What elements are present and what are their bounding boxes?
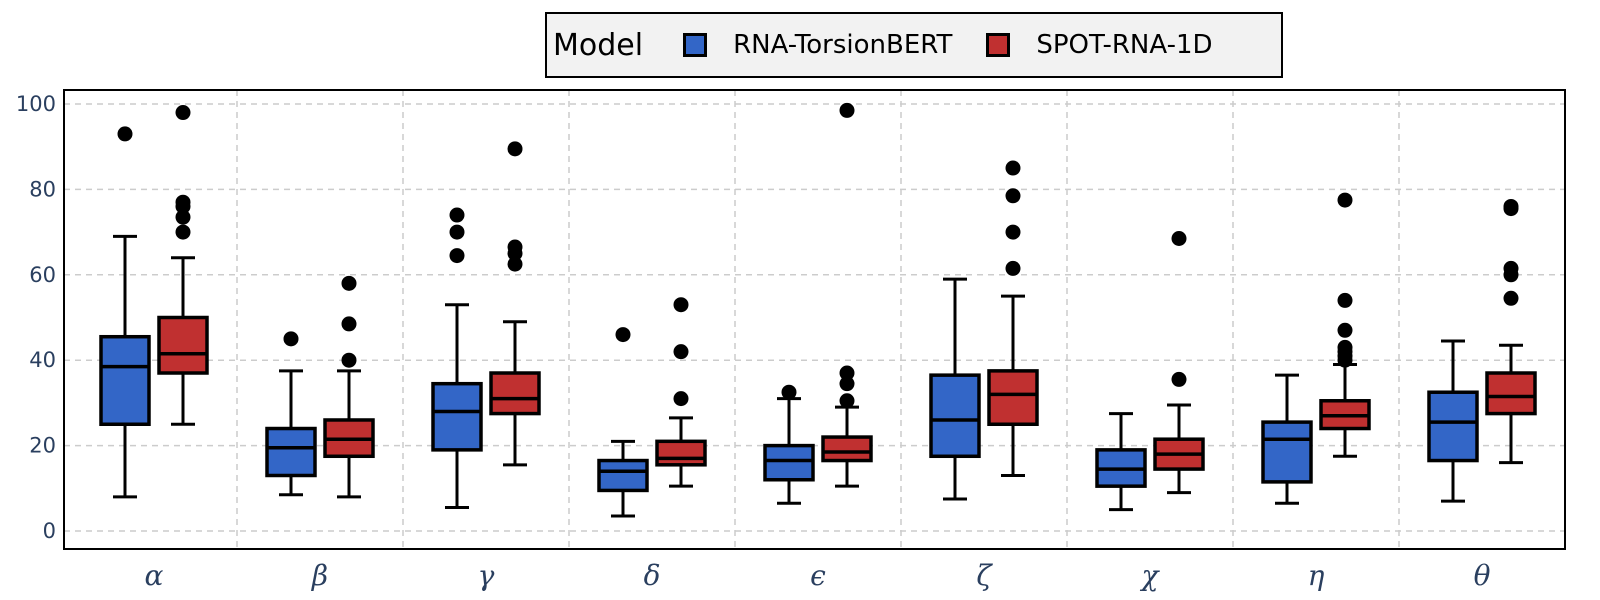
x-tick-label: α [145,559,164,592]
outlier-point [175,194,191,210]
boxes [99,102,1537,518]
box-rna-torsionbert-4 [763,384,815,505]
outlier-point [673,344,689,360]
iqr-box [987,369,1039,426]
x-tick-label: η [1308,559,1325,592]
x-tick-label: δ [644,559,661,592]
iqr-box [157,315,209,375]
outlier-point [1005,260,1021,276]
iqr-box [489,371,541,416]
box-spot-rna-1d-6 [1153,231,1205,495]
plot-area-frame [63,89,1566,550]
x-tick-label: γ [478,559,495,592]
x-tick-label: ζ [976,559,993,592]
box-spot-rna-1d-7 [1319,192,1371,458]
outlier-point [1005,188,1021,204]
legend-title: Model [553,27,644,63]
outlier-point [839,376,855,392]
legend-swatch-spot-rna-1d [986,33,1011,57]
legend-label-rna-torsionbert: RNA-TorsionBERT [733,30,953,60]
box-rna-torsionbert-0 [99,126,151,499]
outlier-point [449,207,465,223]
x-tick-label: β [311,559,328,592]
y-tick-label: 40 [29,348,56,372]
outlier-point [673,297,689,313]
outlier-point [341,316,357,332]
outlier-point [615,327,631,343]
y-tick-label: 80 [29,177,56,201]
legend-label-spot-rna-1d: SPOT-RNA-1D [1036,30,1213,60]
box-spot-rna-1d-2 [489,141,541,467]
box-rna-torsionbert-6 [1095,412,1147,512]
outlier-point [449,224,465,240]
outlier-point [507,239,523,255]
outlier-point [175,209,191,225]
legend-swatch-rna-torsionbert [683,33,708,57]
iqr-box [821,435,873,463]
box-spot-rna-1d-0 [157,105,209,426]
y-tick-label: 100 [16,92,56,116]
y-axis-ticks: 0 20 40 60 80 100 [16,92,56,543]
legend-entry-spot-rna-1d[interactable]: SPOT-RNA-1D [986,30,1213,60]
outlier-point [1337,339,1353,355]
box-spot-rna-1d-1 [323,275,375,499]
box-rna-torsionbert-5 [929,277,981,501]
box-spot-rna-1d-4 [821,102,873,488]
box-rna-torsionbert-7 [1261,373,1313,505]
y-tick-label: 60 [29,263,56,287]
x-tick-label: θ [1474,559,1491,592]
y-tick-label: 20 [29,434,56,458]
outlier-point [1337,322,1353,338]
outlier-point [1005,160,1021,176]
x-tick-label: χ [1140,559,1161,592]
outlier-point [283,331,299,347]
outlier-point [175,105,191,121]
legend: Model RNA-TorsionBERT SPOT-RNA-1D [545,12,1283,78]
outlier-point [781,384,797,400]
iqr-box [1427,390,1479,463]
outlier-point [175,224,191,240]
outlier-point [1171,371,1187,387]
outlier-point [1503,260,1519,276]
iqr-box [929,373,981,459]
outlier-point [507,141,523,157]
box-spot-rna-1d-5 [987,160,1039,477]
iqr-box [763,443,815,482]
box-rna-torsionbert-3 [597,327,649,518]
outlier-point [673,391,689,407]
iqr-box [1485,371,1537,416]
box-spot-rna-1d-8 [1485,198,1537,465]
legend-entry-rna-torsionbert[interactable]: RNA-TorsionBERT [683,30,952,60]
outlier-point [1337,192,1353,208]
outlier-point [1171,231,1187,247]
y-tick-label: 0 [43,519,56,543]
outlier-point [341,352,357,368]
outlier-point [117,126,133,142]
outlier-point [1503,198,1519,214]
iqr-box [1261,420,1313,484]
iqr-box [431,381,483,452]
outlier-point [839,393,855,409]
iqr-box [99,334,151,426]
iqr-box [655,439,707,467]
outlier-point [839,102,855,118]
outlier-point [449,248,465,264]
box-rna-torsionbert-8 [1427,339,1479,503]
x-tick-label: ϵ [810,559,826,592]
outlier-point [839,365,855,381]
iqr-box [265,426,317,478]
outlier-point [507,256,523,272]
outlier-point [1337,292,1353,308]
outlier-point [1503,290,1519,306]
iqr-box [597,458,649,493]
outlier-point [341,275,357,291]
box-rna-torsionbert-1 [265,331,317,497]
box-spot-rna-1d-3 [655,297,707,488]
box-rna-torsionbert-2 [431,207,483,510]
outlier-point [1005,224,1021,240]
